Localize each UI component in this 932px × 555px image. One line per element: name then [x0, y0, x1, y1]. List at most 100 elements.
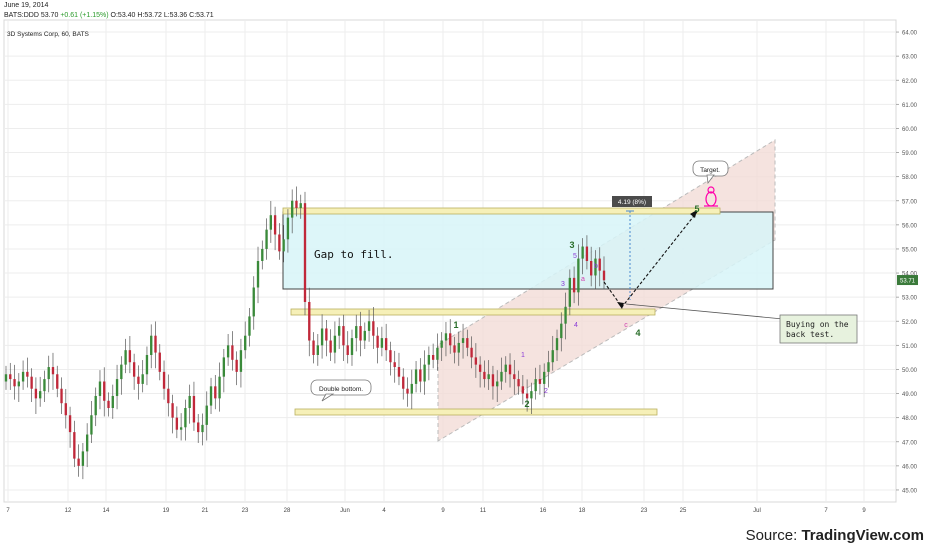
candle-body [201, 424, 204, 433]
candle-body [577, 258, 580, 293]
y-tick-label: 46.00 [902, 464, 918, 470]
candle-body [598, 258, 601, 271]
candle-body [453, 345, 456, 353]
candle-body [500, 371, 503, 382]
y-tick-label: 55.00 [902, 247, 918, 253]
last-price: 53.70 [40, 12, 59, 19]
measure-label-box [612, 196, 652, 207]
y-tick-label: 45.00 [902, 488, 918, 494]
x-tick-label: 4 [382, 508, 386, 514]
candle-body [483, 371, 486, 380]
candle-body [487, 374, 490, 380]
candle-body [423, 364, 426, 382]
y-tick-label: 54.00 [902, 272, 918, 278]
pullback-arrowhead [617, 302, 624, 309]
ohlc-values: O:53.40 H:53.72 L:53.36 C:53.71 [110, 12, 214, 19]
candle-body [184, 408, 187, 428]
candle-body [427, 354, 431, 365]
target-icon [704, 186, 718, 207]
candle-body [320, 328, 324, 346]
candle-body [218, 376, 221, 399]
candle-body [303, 203, 307, 302]
x-tick-label: 21 [202, 508, 209, 514]
y-tick-label: 62.00 [902, 79, 918, 85]
wave-label: c [624, 322, 628, 329]
x-tick-label: 7 [824, 508, 828, 514]
x-tick-label: 12 [65, 508, 72, 514]
double-bottom-callout-tail [321, 393, 335, 402]
x-tick-label: 19 [163, 508, 170, 514]
wave-label: 5 [694, 204, 699, 214]
candle-body [402, 376, 405, 389]
x-tick-label: 9 [862, 508, 866, 514]
target-callout-tail [706, 174, 715, 185]
wave-label: 1 [453, 320, 458, 330]
candle-body [188, 395, 191, 409]
candle-body [30, 376, 33, 389]
wave-label: 4 [574, 322, 578, 329]
candle-body [363, 330, 366, 341]
resistance-band [282, 207, 721, 215]
candle-body [551, 350, 554, 363]
candle-body [355, 326, 358, 339]
candle-body [205, 405, 208, 425]
candle-body [158, 352, 161, 372]
candle-body [329, 340, 332, 353]
x-tick-label: 28 [284, 508, 291, 514]
candle-body [209, 386, 213, 406]
measure-label: 4.19 (8%) [618, 199, 646, 206]
candle-body [13, 379, 16, 387]
candle-body [491, 374, 495, 387]
candle-body [530, 391, 533, 399]
candle-body [171, 403, 174, 418]
annotation-double-bottom: Double bottom. [319, 386, 363, 393]
x-tick-label: 18 [579, 508, 586, 514]
wave-label: 3 [569, 240, 574, 250]
candle-body [56, 374, 59, 389]
y-tick-label: 50.00 [902, 368, 918, 374]
candle-body [73, 432, 76, 459]
candle-body [64, 403, 67, 416]
candle-body [594, 258, 597, 276]
candle-body [115, 379, 119, 396]
candle-body [457, 342, 460, 353]
candle-body [359, 326, 362, 341]
candle-body [269, 215, 273, 230]
y-tick-label: 58.00 [902, 175, 918, 181]
candle-body [239, 350, 243, 372]
wave-label: 2 [544, 388, 548, 395]
candle-body [521, 386, 525, 394]
candle-body [406, 388, 409, 394]
candle-body [85, 434, 89, 452]
candle-body [534, 379, 537, 392]
candle-body [94, 395, 97, 416]
candle-body [21, 371, 25, 382]
candle-body [590, 261, 593, 276]
target-icon-head [707, 186, 715, 194]
candle-body [51, 367, 55, 375]
projected-arrowhead [690, 210, 697, 218]
annotation-gap-to-fill: Gap to fill. [314, 248, 393, 261]
candle-body [466, 338, 469, 348]
candle-body [214, 386, 217, 399]
candle-body [226, 345, 230, 358]
annotation-buying-line1: Buying on the [786, 320, 849, 329]
support-band [290, 308, 656, 316]
candle-body [308, 301, 311, 341]
candle-body [179, 427, 183, 430]
candle-body [299, 203, 302, 208]
candle-body [367, 321, 371, 331]
candle-body [436, 347, 439, 360]
candle-body [107, 400, 110, 409]
candle-body [431, 354, 435, 360]
chart-date: June 19, 2014 [4, 2, 49, 9]
candle-body [197, 422, 200, 433]
candle-body [543, 371, 546, 384]
candle-body [132, 362, 136, 377]
candle-body [440, 340, 443, 348]
candle-body [581, 246, 584, 259]
y-tick-label: 48.00 [902, 416, 918, 422]
candle-body [38, 391, 42, 399]
candle-body [222, 357, 226, 377]
